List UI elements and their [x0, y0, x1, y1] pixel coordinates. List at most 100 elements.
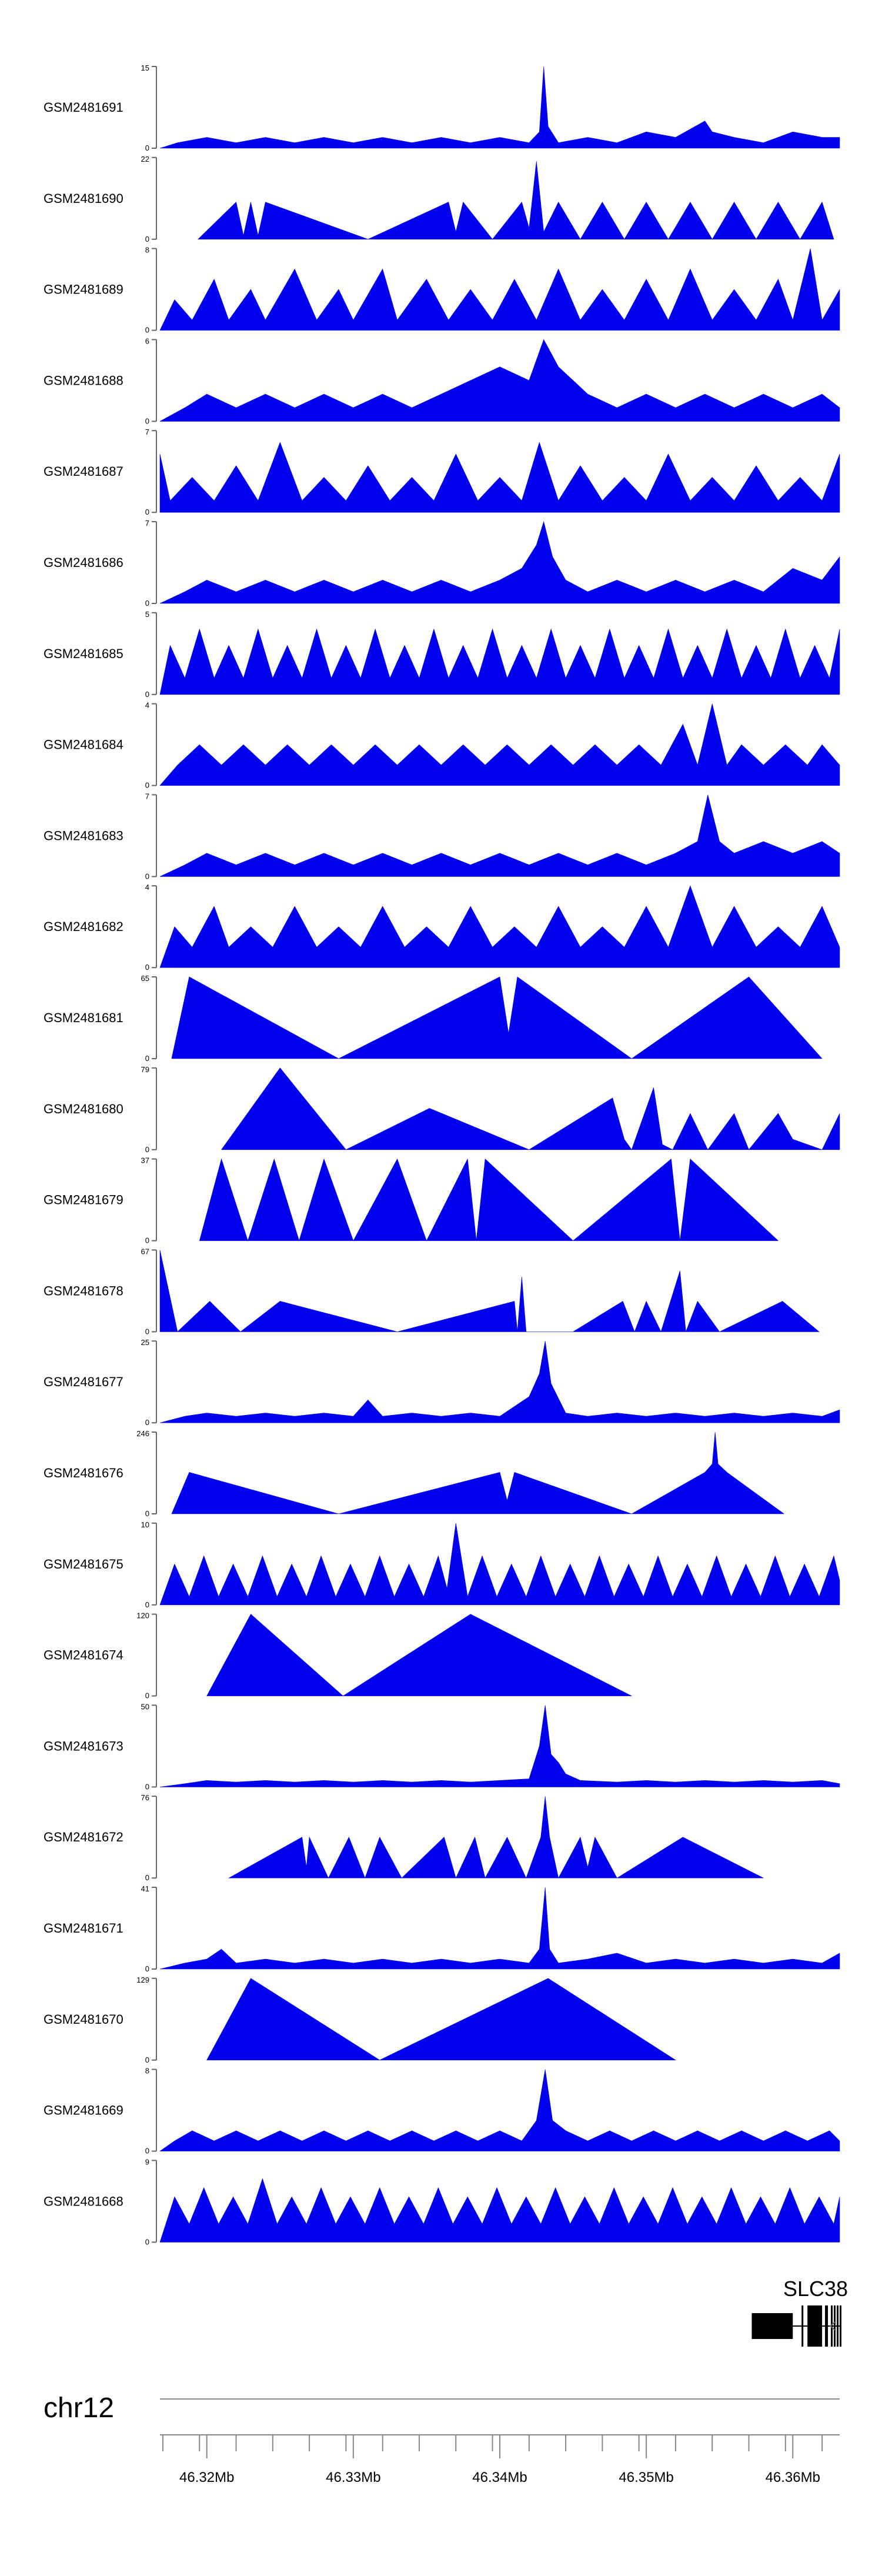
- y-max-label: 7: [145, 519, 149, 528]
- track-GSM2481686: GSM2481686 7 0: [44, 519, 840, 608]
- y-max-label: 22: [141, 155, 149, 163]
- track-label: GSM2481686: [44, 555, 123, 570]
- track-label: GSM2481671: [44, 1921, 123, 1936]
- y-max-label: 15: [141, 64, 149, 72]
- gene-exon: [840, 2305, 841, 2347]
- y-max-label: 37: [141, 1156, 149, 1165]
- coverage-area: [159, 66, 840, 149]
- track-GSM2481678: GSM2481678 67 0: [44, 1247, 820, 1336]
- y-min-label: 0: [145, 1236, 149, 1245]
- axis-tick-label: 46.36Mb: [766, 2470, 820, 2485]
- track-GSM2481676: GSM2481676 246 0: [44, 1429, 785, 1518]
- y-max-label: 246: [136, 1429, 149, 1438]
- y-min-label: 0: [145, 1691, 149, 1700]
- coverage-area: [159, 703, 840, 786]
- track-GSM2481685: GSM2481685 5 0: [44, 610, 840, 699]
- y-min-label: 0: [145, 599, 149, 608]
- y-max-label: 6: [145, 336, 149, 345]
- y-min-label: 0: [145, 1964, 149, 1973]
- track-GSM2481668: GSM2481668 9 0: [44, 2157, 840, 2246]
- track-GSM2481670: GSM2481670 129 0: [44, 1976, 677, 2064]
- gene-exon: [751, 2313, 793, 2339]
- coverage-area: [159, 1705, 840, 1787]
- coverage-area: [159, 1887, 840, 1970]
- gene-label: SLC38: [783, 2277, 848, 2301]
- y-max-label: 5: [145, 610, 149, 619]
- coverage-area: [159, 2178, 840, 2243]
- track-GSM2481682: GSM2481682 4 0: [44, 883, 840, 972]
- gene-exon: [834, 2305, 836, 2347]
- track-label: GSM2481690: [44, 191, 123, 206]
- y-min-label: 0: [145, 1327, 149, 1336]
- coverage-area: [159, 339, 840, 422]
- y-min-label: 0: [145, 872, 149, 880]
- y-min-label: 0: [145, 1054, 149, 1063]
- genome-axis: chr12 46.32Mb 46.33Mb 46.34Mb 46.35Mb 46.36M…: [44, 2393, 840, 2485]
- y-max-label: 7: [145, 792, 149, 800]
- y-min-label: 0: [145, 2237, 149, 2246]
- y-min-label: 0: [145, 235, 149, 243]
- gene-track: SLC38: [751, 2277, 848, 2347]
- track-label: GSM2481687: [44, 464, 123, 479]
- chromosome-label: chr12: [44, 2393, 114, 2424]
- gene-exon: [825, 2305, 828, 2347]
- track-GSM2481675: GSM2481675 10 0: [44, 1520, 840, 1609]
- track-label: GSM2481691: [44, 100, 123, 115]
- track-GSM2481669: GSM2481669 8 0: [44, 2067, 840, 2155]
- gene-model: [751, 2305, 841, 2347]
- track-GSM2481680: GSM2481680 79 0: [44, 1065, 840, 1154]
- axis-tick-label: 46.32Mb: [179, 2470, 234, 2485]
- coverage-area: [228, 1796, 764, 1879]
- track-GSM2481684: GSM2481684 4 0: [44, 701, 840, 790]
- track-GSM2481683: GSM2481683 7 0: [44, 792, 840, 880]
- coverage-tracks: GSM2481691150GSM2481690220GSM248168980GS…: [44, 64, 840, 2246]
- y-max-label: 50: [141, 1702, 149, 1711]
- track-label: GSM2481675: [44, 1557, 123, 1571]
- y-min-label: 0: [145, 508, 149, 516]
- track-label: GSM2481674: [44, 1648, 123, 1663]
- y-min-label: 0: [145, 2147, 149, 2155]
- track-GSM2481691: GSM2481691 15 0: [44, 64, 840, 152]
- coverage-area: [159, 1341, 840, 1423]
- y-max-label: 8: [145, 2067, 149, 2076]
- y-max-label: 41: [141, 1884, 149, 1893]
- track-label: GSM2481688: [44, 373, 123, 388]
- track-GSM2481671: GSM2481671 41 0: [44, 1884, 840, 1973]
- track-label: GSM2481678: [44, 1283, 123, 1298]
- gene-exon: [837, 2305, 839, 2347]
- track-label: GSM2481682: [44, 919, 123, 934]
- track-GSM2481679: GSM2481679 37 0: [44, 1156, 779, 1245]
- gene-exon: [801, 2305, 804, 2347]
- y-min-label: 0: [145, 326, 149, 335]
- y-min-label: 0: [145, 781, 149, 790]
- track-label: GSM2481681: [44, 1010, 123, 1025]
- y-max-label: 7: [145, 428, 149, 436]
- gene-exon: [807, 2305, 823, 2347]
- y-min-label: 0: [145, 1600, 149, 1609]
- coverage-area: [159, 2069, 840, 2151]
- y-max-label: 67: [141, 1247, 149, 1256]
- axis-tick-label: 46.35Mb: [619, 2470, 673, 2485]
- track-label: GSM2481676: [44, 1466, 123, 1480]
- y-max-label: 4: [145, 883, 149, 892]
- track-GSM2481674: GSM2481674 120 0: [44, 1611, 632, 1700]
- y-min-label: 0: [145, 690, 149, 699]
- y-max-label: 10: [141, 1520, 149, 1529]
- coverage-area: [198, 161, 834, 240]
- track-label: GSM2481672: [44, 1830, 123, 1844]
- track-GSM2481672: GSM2481672 76 0: [44, 1793, 764, 1882]
- y-max-label: 8: [145, 246, 149, 255]
- track-label: GSM2481683: [44, 828, 123, 843]
- axis-tick-label: 46.33Mb: [326, 2470, 380, 2485]
- y-max-label: 79: [141, 1065, 149, 1074]
- y-min-label: 0: [145, 1145, 149, 1154]
- y-max-label: 76: [141, 1793, 149, 1802]
- coverage-area: [159, 628, 840, 695]
- coverage-area: [171, 976, 823, 1059]
- track-label: GSM2481679: [44, 1193, 123, 1207]
- track-label: GSM2481685: [44, 646, 123, 661]
- axis-ticks: 46.32Mb 46.33Mb 46.34Mb 46.35Mb 46.36Mb: [162, 2435, 823, 2485]
- coverage-area: [199, 1158, 779, 1242]
- y-max-label: 4: [145, 701, 149, 710]
- y-min-label: 0: [145, 2056, 149, 2064]
